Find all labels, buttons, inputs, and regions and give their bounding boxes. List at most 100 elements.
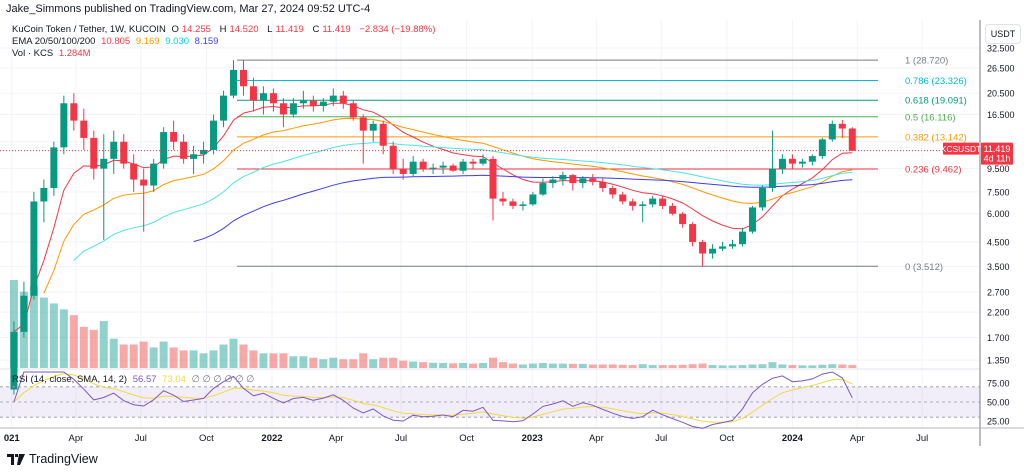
ema20-value: 10.805 (101, 36, 131, 47)
volume-bar (89, 329, 98, 368)
candle (120, 134, 128, 169)
candle-body (190, 154, 198, 159)
volume-bar (239, 344, 248, 368)
candle (549, 176, 557, 189)
candle (449, 163, 457, 172)
volume-bar (528, 363, 537, 368)
candle (379, 120, 387, 155)
volume-bar (279, 353, 288, 368)
candle (639, 201, 647, 223)
candle (559, 171, 567, 186)
fib-level-label: 0 (3.512) (905, 262, 943, 273)
candle (788, 154, 796, 169)
volume-bar (658, 365, 667, 368)
candle-body (70, 103, 78, 121)
time-tick-label: Jul (135, 433, 147, 444)
rsi-ma-line (13, 373, 853, 423)
currency-button[interactable]: USDT (985, 24, 1021, 44)
candle-body (559, 175, 567, 180)
fib-level-label: 0.618 (19.091) (905, 96, 967, 107)
volume-bar (688, 364, 697, 368)
candle-body (738, 231, 746, 245)
time-tick-label: Apr (850, 433, 865, 444)
price-tick-label: 1.350 (987, 356, 1010, 366)
high-value: 14.520 (229, 24, 259, 35)
volume-bar (668, 365, 677, 368)
candle (848, 127, 856, 151)
candle-body (409, 161, 417, 174)
volume-bar (79, 326, 88, 368)
candle-body (140, 179, 148, 186)
candle (60, 95, 68, 155)
volume-bar (508, 363, 517, 368)
volume-bar (808, 365, 817, 368)
time-tick-label: Oct (459, 433, 474, 444)
volume-bar (798, 365, 807, 368)
candle-body (689, 224, 697, 242)
candle (778, 154, 786, 174)
candle-body (579, 178, 587, 184)
volume-bar (299, 356, 308, 368)
volume-bar (728, 365, 737, 368)
volume-legend[interactable]: Vol · KCS 1.284M (12, 48, 91, 59)
candle-body (100, 158, 108, 169)
candle-body (699, 241, 707, 254)
ema-legend[interactable]: EMA 20/50/100/200 10.805 9.169 9.030 8.1… (12, 36, 219, 47)
volume-bar (149, 347, 158, 368)
volume-bar (229, 338, 238, 368)
candle-body (479, 158, 487, 164)
symbol-title[interactable]: KuCoin Token / Tether, 1W, KUCOIN (12, 24, 166, 35)
volume-bar (359, 353, 368, 368)
price-tick-label: 2.700 (987, 288, 1010, 298)
candle (758, 185, 766, 211)
time-tick-label: 021 (4, 433, 21, 444)
volume-bar (329, 357, 338, 368)
candle-body (20, 295, 28, 332)
candle-body (210, 120, 218, 150)
candle (349, 100, 357, 121)
volume-bar (39, 297, 48, 368)
candle-body (349, 103, 357, 118)
price-tick-label: 2.200 (987, 308, 1010, 318)
volume-bar (399, 360, 408, 368)
volume-bar (309, 357, 318, 368)
candle (609, 185, 617, 199)
candle (309, 95, 317, 112)
tradingview-footer[interactable]: TradingView (7, 452, 98, 466)
price-tick-label: 1.700 (987, 333, 1010, 343)
candle-body (279, 103, 287, 115)
candle (100, 134, 108, 240)
volume-bar (758, 364, 767, 368)
volume-bar (548, 363, 557, 368)
candle (599, 178, 607, 192)
candle (489, 156, 497, 221)
candle (569, 173, 577, 191)
candle-body (160, 132, 168, 164)
symbol-tag-label: KCSUSDT (941, 144, 982, 154)
close-value: 11.419 (322, 24, 351, 35)
candle-body (289, 103, 297, 115)
volume-bar (498, 362, 507, 368)
candle (389, 141, 397, 174)
candle (419, 158, 427, 172)
candle-body (50, 147, 58, 189)
volume-bar (558, 363, 567, 368)
candle-body (309, 100, 317, 106)
brand-name: TradingView (29, 452, 98, 466)
price-tick-label: 16.500 (987, 110, 1015, 120)
volume-bar (159, 341, 168, 368)
candle-body (60, 103, 68, 148)
volume-bar (29, 285, 38, 368)
candle (90, 130, 98, 180)
volume-bar (628, 365, 637, 368)
volume-bar (678, 364, 687, 368)
candle (619, 191, 627, 205)
volume-bar (429, 362, 438, 368)
rsi-legend[interactable]: RSI (14, close, SMA, 14, 2) 56.57 73.04 … (12, 374, 255, 385)
candle-body (519, 204, 527, 206)
candle-body (399, 168, 407, 174)
candle-body (539, 183, 547, 195)
candle-body (629, 201, 637, 206)
candle-body (818, 139, 826, 157)
